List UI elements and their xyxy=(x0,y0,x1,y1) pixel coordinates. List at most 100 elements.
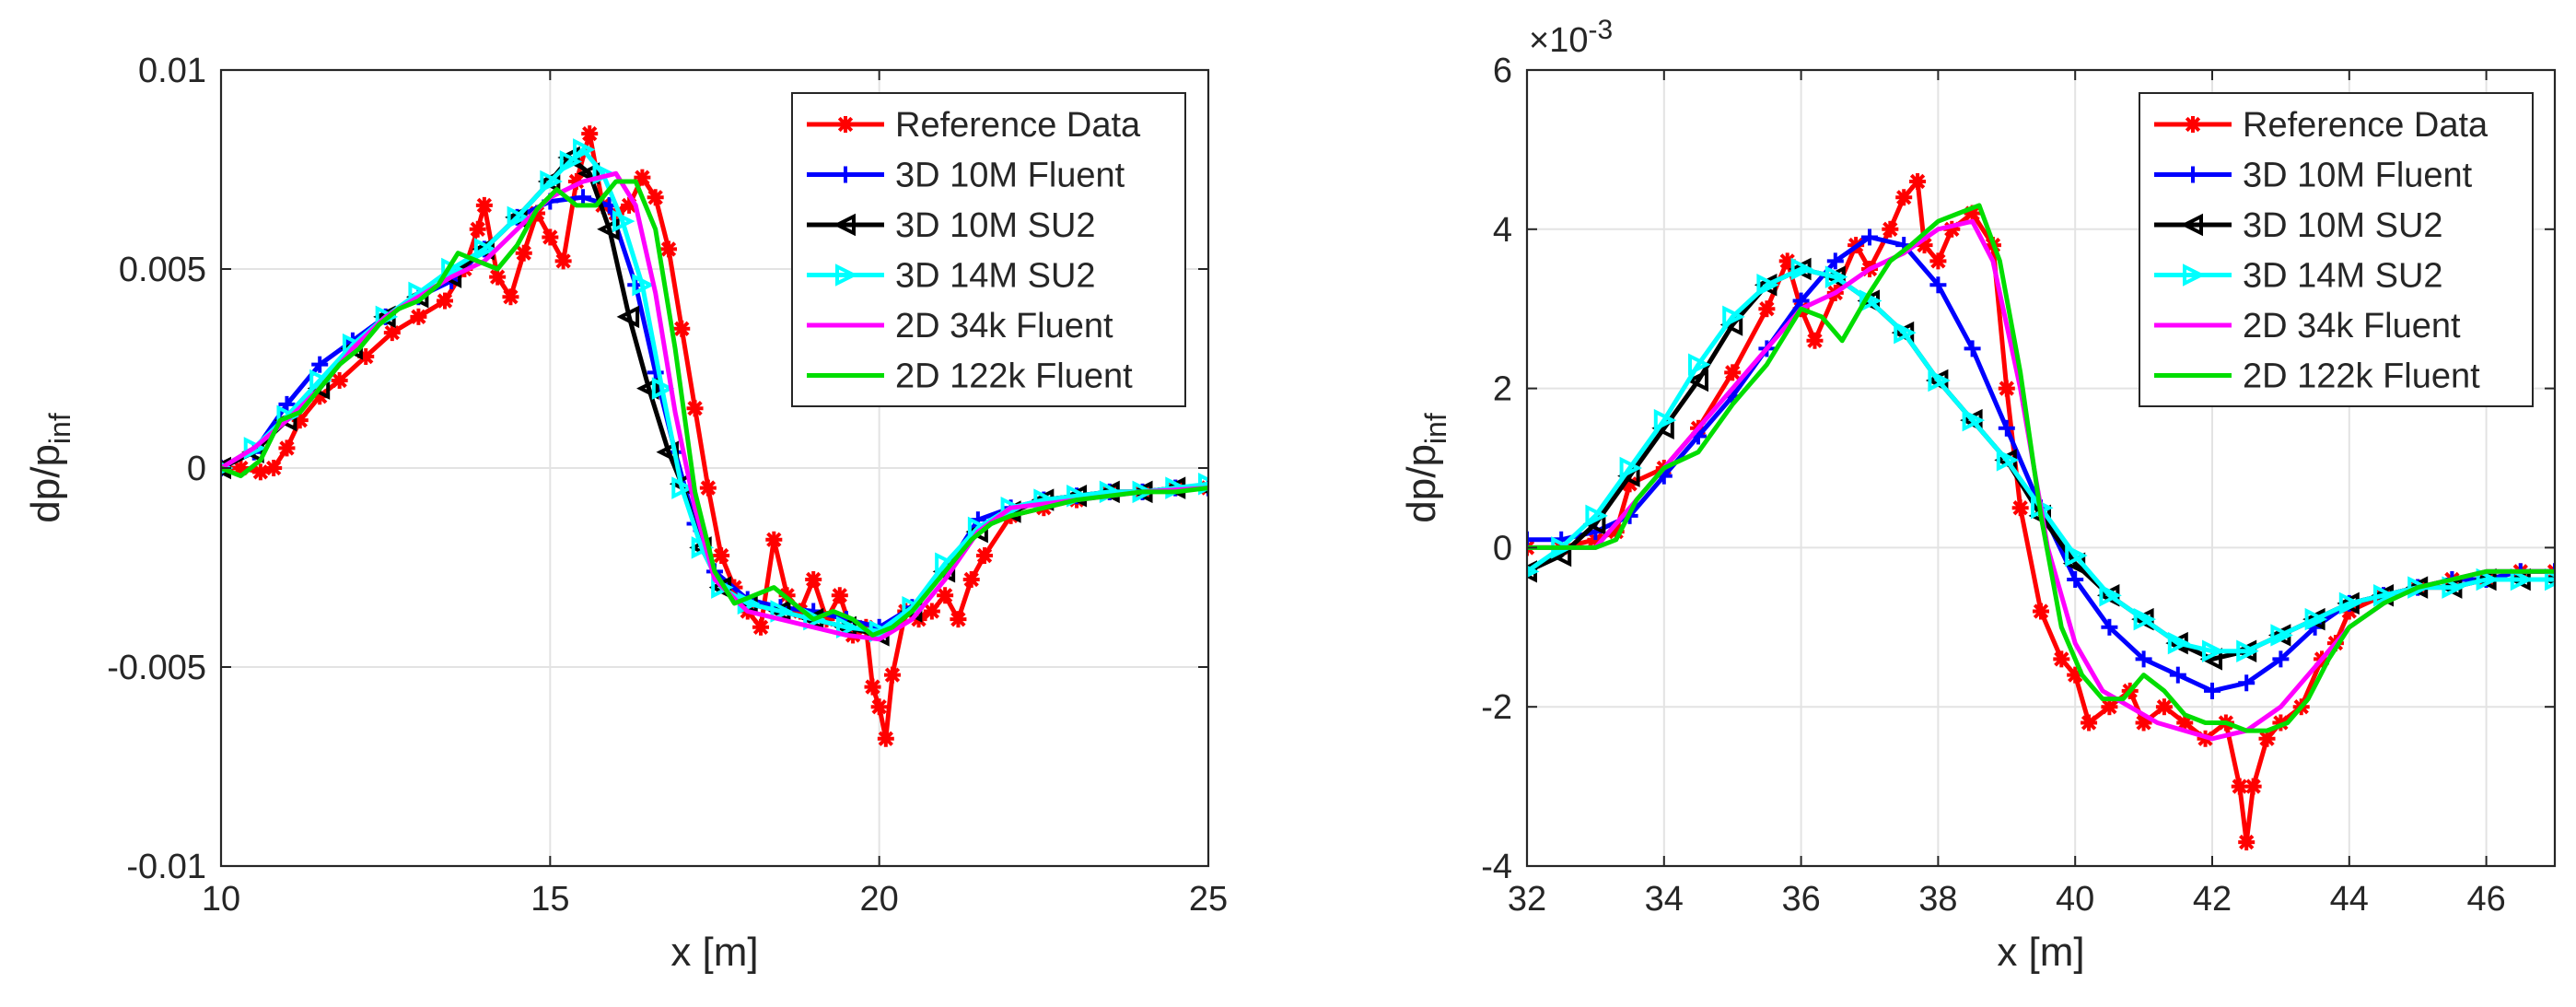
data-point-reference-data xyxy=(489,268,507,286)
data-point-3d-14m-su2 xyxy=(935,552,958,575)
data-point-3d-14m-su2 xyxy=(2133,607,2157,631)
x-axis-label: x [m] xyxy=(1997,930,2084,975)
data-point-3d-14m-su2 xyxy=(2442,576,2465,599)
legend-item-reference-data: Reference Data xyxy=(2154,106,2489,145)
data-point-3d-14m-su2 xyxy=(573,138,596,161)
data-point-reference-data xyxy=(383,324,401,342)
data-point-reference-data xyxy=(278,439,296,457)
data-point-3d-10m-su2 xyxy=(636,377,659,400)
data-point-3d-10m-fluent xyxy=(278,395,296,413)
data-point-3d-10m-fluent xyxy=(575,189,592,206)
data-point-3d-14m-su2 xyxy=(1824,265,1848,288)
data-point-reference-data xyxy=(1806,332,1824,349)
data-point-reference-data xyxy=(805,570,822,588)
data-point-reference-data xyxy=(699,479,717,497)
data-point-reference-data xyxy=(883,666,901,684)
data-point-reference-data xyxy=(950,611,967,628)
data-point-reference-data xyxy=(265,460,283,476)
x-tick-label: 42 xyxy=(2193,880,2232,919)
data-point-3d-14m-su2 xyxy=(2236,639,2259,662)
data-point-reference-data xyxy=(1929,252,1947,270)
data-point-reference-data xyxy=(581,125,599,143)
data-point-3d-14m-su2 xyxy=(243,437,267,460)
y-tick-label: -0.005 xyxy=(107,649,206,687)
data-point-reference-data xyxy=(542,228,559,246)
data-point-3d-10m-fluent xyxy=(1964,340,1981,357)
legend-label: 2D 34k Fluent xyxy=(895,307,1113,345)
data-point-reference-data xyxy=(2011,499,2029,517)
x-tick-label: 20 xyxy=(860,880,899,919)
series-2d-122k-fluent xyxy=(1527,203,2555,733)
data-point-3d-14m-su2 xyxy=(651,377,675,400)
data-point-reference-data xyxy=(515,244,532,262)
data-point-reference-data xyxy=(1882,220,1899,238)
legend-label: 3D 10M Fluent xyxy=(2243,157,2473,195)
y-tick-label: -2 xyxy=(1481,688,1512,727)
data-point-3d-10m-fluent xyxy=(2272,650,2290,668)
legend: Reference Data 3D 10M Fluent 3D 10M SU2 3D … xyxy=(2139,92,2534,407)
data-point-reference-data xyxy=(831,587,848,604)
legend-marker xyxy=(2183,263,2206,287)
data-point-3d-14m-su2 xyxy=(632,274,655,297)
data-point-3d-14m-su2 xyxy=(1928,369,1951,392)
data-point-reference-data xyxy=(1998,380,2015,397)
data-point-3d-14m-su2 xyxy=(1198,473,1208,496)
data-point-3d-10m-su2 xyxy=(1685,369,1708,392)
series-group xyxy=(221,125,1208,747)
data-point-3d-10m-fluent xyxy=(2204,682,2220,699)
data-point-3d-10m-fluent xyxy=(1929,276,1947,294)
legend-item-reference-data: Reference Data xyxy=(807,106,1141,145)
data-point-3d-14m-su2 xyxy=(803,607,826,631)
data-point-3d-14m-su2 xyxy=(1585,504,1608,528)
legend-label: 2D 34k Fluent xyxy=(2243,307,2461,345)
ticks xyxy=(220,69,1209,867)
data-point-reference-data xyxy=(475,196,493,214)
data-point-reference-data xyxy=(1724,364,1742,381)
data-point-3d-10m-fluent xyxy=(2238,674,2255,692)
data-point-reference-data xyxy=(502,288,519,306)
data-point-reference-data xyxy=(2258,730,2276,747)
y-tick-label: -4 xyxy=(1481,848,1512,886)
data-point-reference-data xyxy=(331,371,348,389)
legend-label: 2D 122k Fluent xyxy=(2243,357,2480,396)
x-tick-label: 15 xyxy=(530,880,569,919)
legend-label: 3D 10M SU2 xyxy=(895,206,1096,245)
data-point-reference-data xyxy=(554,252,572,270)
data-point-reference-data xyxy=(659,240,677,258)
data-point-3d-14m-su2 xyxy=(2373,584,2396,607)
data-point-3d-14m-su2 xyxy=(2270,624,2293,647)
data-point-reference-data xyxy=(1758,300,1776,318)
data-point-3d-10m-fluent xyxy=(1527,531,1535,548)
data-point-3d-10m-fluent xyxy=(311,356,329,373)
data-point-reference-data xyxy=(877,730,894,747)
y-tick-label: 2 xyxy=(1493,370,1512,409)
data-point-3d-14m-su2 xyxy=(612,209,635,233)
left-plot: 10 15 20 25 -0.01 -0.005 0 0.005 0.01 x [m] dp/pin… xyxy=(23,52,1228,975)
legend-item-3d-14m-su2: 3D 14M SU2 xyxy=(807,257,1096,296)
data-point-reference-data xyxy=(937,587,954,604)
series-line-2d-122k-fluent xyxy=(1527,203,2555,733)
axes-frame xyxy=(1525,68,2557,868)
data-point-3d-14m-su2 xyxy=(835,615,859,639)
data-point-reference-data xyxy=(923,603,940,620)
data-point-reference-data xyxy=(647,189,664,206)
x-tick-label: 10 xyxy=(202,880,240,919)
x-tick-label: 40 xyxy=(2056,880,2094,919)
exponent-label: ×10-3 xyxy=(1529,15,1613,60)
data-point-reference-data xyxy=(713,547,730,565)
y-axis-label: dp/pinf xyxy=(1399,413,1452,523)
data-point-reference-data xyxy=(864,678,881,696)
legend-item-3d-10m-fluent: 3D 10M Fluent xyxy=(2154,157,2473,195)
data-point-reference-data xyxy=(2033,603,2049,620)
legend-item-2d-34k-fluent: 2D 34k Fluent xyxy=(807,307,1113,345)
data-point-reference-data xyxy=(870,698,888,716)
data-point-3d-14m-su2 xyxy=(473,238,497,261)
legend-marker xyxy=(2180,213,2203,237)
data-point-reference-data xyxy=(251,463,269,481)
legend-item-3d-14m-su2: 3D 14M SU2 xyxy=(2154,257,2443,296)
data-point-reference-data xyxy=(2081,714,2098,732)
data-point-reference-data xyxy=(1909,172,1927,190)
legend-item-3d-10m-fluent: 3D 10M Fluent xyxy=(807,157,1125,195)
legend-label: 2D 122k Fluent xyxy=(895,357,1133,396)
